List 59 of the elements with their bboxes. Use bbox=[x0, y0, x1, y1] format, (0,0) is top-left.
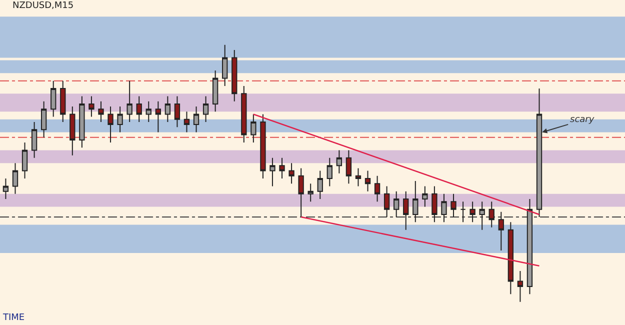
candlestick bbox=[155, 100, 161, 133]
candlestick bbox=[508, 222, 514, 295]
candlestick bbox=[308, 183, 314, 202]
candlestick bbox=[241, 85, 247, 144]
candlestick bbox=[279, 157, 285, 179]
candlestick bbox=[260, 114, 266, 179]
candlestick bbox=[232, 49, 238, 102]
candlestick bbox=[40, 100, 47, 138]
candlestick bbox=[2, 178, 9, 200]
candlestick bbox=[526, 198, 533, 295]
candlestick bbox=[184, 111, 190, 133]
candlestick bbox=[12, 162, 18, 194]
candlestick bbox=[470, 201, 476, 223]
candlestick bbox=[412, 180, 418, 223]
candlestick bbox=[164, 96, 171, 122]
candlestick bbox=[326, 157, 332, 187]
candlestick bbox=[517, 270, 524, 302]
candlestick bbox=[60, 80, 66, 122]
candlestick bbox=[403, 190, 409, 230]
candlestick bbox=[346, 150, 352, 184]
candlestick bbox=[117, 106, 123, 133]
candlestick bbox=[98, 100, 104, 122]
candlestick bbox=[384, 186, 390, 218]
candlestick bbox=[270, 157, 276, 187]
candlestick bbox=[298, 168, 304, 218]
candlestick bbox=[70, 106, 76, 156]
candlestick bbox=[288, 162, 294, 184]
candlestick bbox=[108, 106, 114, 144]
candlestick bbox=[450, 193, 456, 218]
candlestick bbox=[202, 96, 209, 122]
candlestick bbox=[88, 96, 94, 118]
candlestick bbox=[364, 170, 371, 192]
candlestick bbox=[422, 186, 428, 208]
candlestick bbox=[394, 190, 400, 218]
candlestick bbox=[336, 150, 342, 174]
annotation: scary bbox=[570, 115, 595, 125]
candlestick bbox=[79, 96, 85, 148]
candlestick bbox=[498, 211, 504, 251]
candlestick bbox=[460, 201, 466, 223]
candlestick bbox=[31, 121, 38, 158]
candlestick bbox=[50, 80, 56, 118]
candlestick bbox=[136, 96, 142, 122]
chart-title: NZDUSD,M15 bbox=[12, 0, 74, 11]
candlestick bbox=[193, 106, 200, 133]
candlestick bbox=[126, 80, 132, 122]
candlestick bbox=[212, 70, 218, 112]
candlestick bbox=[222, 44, 228, 86]
candlestick bbox=[355, 168, 362, 187]
candlestick bbox=[432, 186, 438, 223]
candlestick bbox=[146, 100, 152, 122]
candlestick bbox=[479, 201, 485, 230]
candlestick bbox=[174, 96, 180, 128]
candlestick bbox=[488, 201, 494, 228]
candlestick bbox=[441, 193, 447, 223]
candlestick bbox=[250, 114, 256, 144]
candlestick bbox=[317, 170, 323, 200]
text: TIME bbox=[2, 313, 25, 323]
candlestick bbox=[374, 175, 380, 202]
candlestick bbox=[22, 142, 28, 179]
